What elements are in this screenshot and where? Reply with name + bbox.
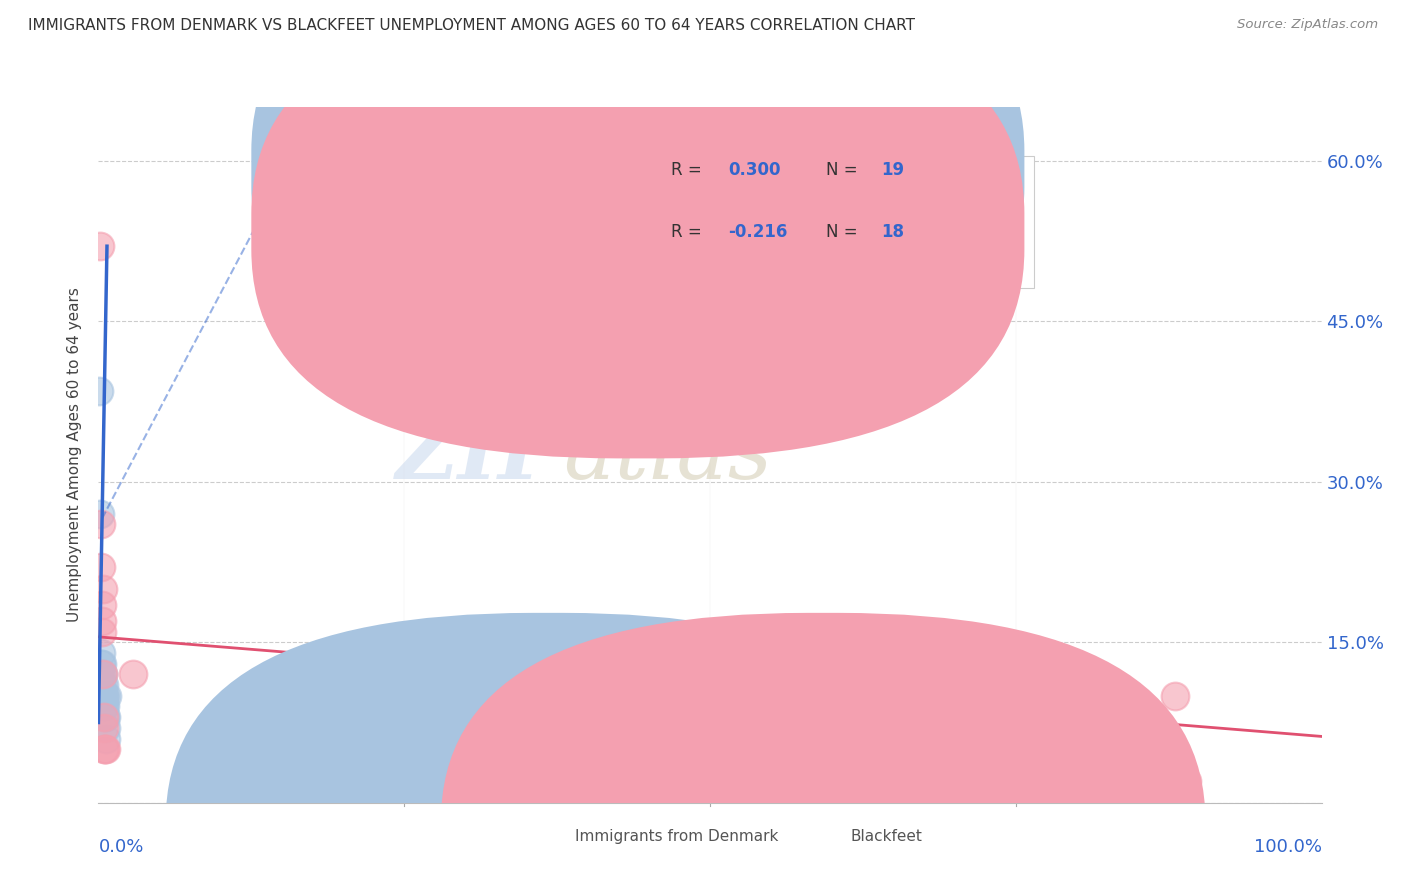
Point	[94, 710, 117, 724]
FancyBboxPatch shape	[252, 4, 1025, 458]
Point	[94, 699, 117, 714]
Point	[90, 646, 112, 660]
FancyBboxPatch shape	[166, 613, 931, 892]
Text: 19: 19	[882, 161, 904, 178]
Point	[91, 667, 114, 681]
Point	[90, 517, 112, 532]
Point	[121, 667, 143, 681]
Point	[90, 598, 112, 612]
Text: Blackfeet: Blackfeet	[851, 829, 922, 844]
FancyBboxPatch shape	[593, 156, 1035, 288]
Point	[91, 689, 114, 703]
Point	[1175, 774, 1198, 789]
Text: -0.216: -0.216	[728, 223, 787, 241]
Point	[96, 731, 118, 746]
Point	[93, 699, 115, 714]
Text: ZIP: ZIP	[395, 413, 564, 497]
Point	[931, 774, 953, 789]
Text: 0.0%: 0.0%	[98, 838, 143, 856]
Text: 100.0%: 100.0%	[1254, 838, 1322, 856]
Point	[94, 710, 117, 724]
Text: 18: 18	[882, 223, 904, 241]
Point	[91, 582, 114, 596]
Text: N =: N =	[827, 223, 863, 241]
Point	[96, 689, 118, 703]
Point	[91, 624, 114, 639]
Point	[920, 678, 942, 692]
Text: atlas: atlas	[564, 414, 772, 496]
Point	[90, 657, 112, 671]
Text: R =: R =	[671, 223, 707, 241]
Point	[94, 721, 117, 735]
FancyBboxPatch shape	[441, 613, 1205, 892]
Point	[93, 678, 115, 692]
Point	[90, 560, 112, 574]
Text: R =: R =	[671, 161, 707, 178]
FancyBboxPatch shape	[252, 0, 1025, 396]
Point	[91, 667, 114, 681]
Text: IMMIGRANTS FROM DENMARK VS BLACKFEET UNEMPLOYMENT AMONG AGES 60 TO 64 YEARS CORR: IMMIGRANTS FROM DENMARK VS BLACKFEET UNE…	[28, 18, 915, 33]
Text: N =: N =	[827, 161, 863, 178]
Text: Immigrants from Denmark: Immigrants from Denmark	[575, 829, 779, 844]
Point	[89, 239, 111, 253]
Point	[93, 742, 115, 756]
Point	[93, 689, 115, 703]
Y-axis label: Unemployment Among Ages 60 to 64 years: Unemployment Among Ages 60 to 64 years	[67, 287, 83, 623]
Point	[93, 710, 115, 724]
Point	[89, 384, 111, 398]
Text: 0.300: 0.300	[728, 161, 780, 178]
Point	[93, 721, 115, 735]
Point	[91, 657, 114, 671]
Point	[90, 667, 112, 681]
Text: Source: ZipAtlas.com: Source: ZipAtlas.com	[1237, 18, 1378, 31]
Point	[89, 507, 111, 521]
Point	[91, 614, 114, 628]
Point	[94, 742, 117, 756]
Point	[91, 678, 114, 692]
Point	[1164, 689, 1187, 703]
Point	[94, 742, 117, 756]
Point	[93, 689, 115, 703]
